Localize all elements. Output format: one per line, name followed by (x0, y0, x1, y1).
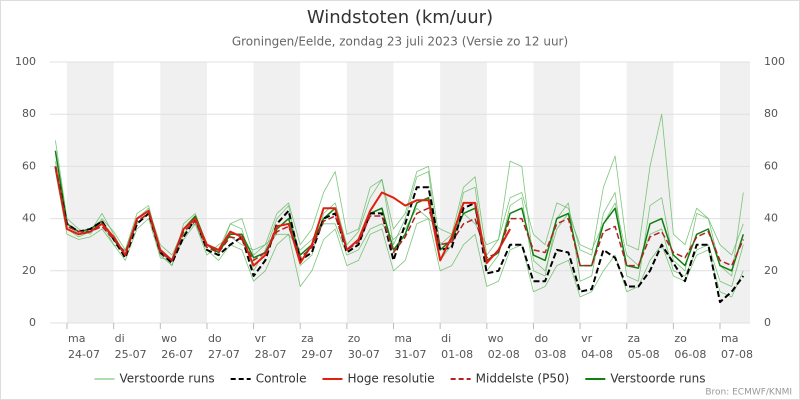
x-tick-label: za 29-07 (301, 332, 334, 361)
y2-tick-label: 100 (764, 55, 785, 68)
line (55, 140, 744, 282)
legend-label: Verstoorde runs (120, 372, 215, 386)
chart-subtitle: Groningen/Eelde, zondag 23 juli 2023 (Ve… (232, 35, 568, 49)
line (54, 166, 511, 267)
day-shade (626, 62, 674, 323)
line (54, 166, 744, 267)
legend-label: Middelste (P50) (476, 372, 570, 386)
legend-item: Hoge resolutie (322, 372, 435, 386)
y2-tick-label: 20 (764, 264, 778, 277)
x-tick-label: vr 28-07 (254, 332, 287, 361)
day-shade (346, 62, 394, 323)
y-tick-label: 20 (22, 264, 36, 277)
legend-label: Verstoorde runs (610, 372, 705, 386)
legend-label: Hoge resolutie (347, 372, 434, 386)
background (67, 62, 750, 323)
y-tick-label: 80 (22, 107, 36, 120)
chart-title: Windstoten (km/uur) (307, 7, 493, 28)
x-tick-label: wo 02-08 (487, 332, 520, 361)
y-tick-label: 0 (29, 316, 36, 329)
x-tick-label: wo 26-07 (161, 332, 194, 361)
y-tick-label: 40 (22, 212, 36, 225)
line (55, 171, 744, 298)
x-tick-label: ma 31-07 (394, 332, 427, 361)
day-shade (160, 62, 207, 323)
line (54, 166, 745, 304)
x-tick-label: zo 30-07 (347, 332, 380, 361)
legend-item: Verstoorde runs (585, 372, 705, 386)
x-tick-label: do 03-08 (534, 332, 567, 361)
x-tick-label: do 27-07 (207, 332, 240, 361)
day-shade (720, 62, 750, 323)
lines (54, 113, 745, 304)
legend-item: Controle (230, 372, 307, 386)
x-tick-label: di 25-07 (114, 332, 147, 361)
x-tick-label: di 01-08 (441, 332, 474, 361)
y-tick-label: 60 (22, 159, 36, 172)
legend: Verstoorde runs Controle Hoge resolutie Mid… (94, 372, 705, 386)
day-shade (253, 62, 301, 323)
y2-tick-label: 0 (764, 316, 771, 329)
x-tick-label: ma 24-07 (68, 332, 100, 361)
y-tick-label: 100 (15, 55, 36, 68)
day-shade (67, 62, 114, 323)
x-tick-label: zo 06-08 (674, 332, 707, 361)
legend-item: Verstoorde runs (94, 372, 215, 386)
legend-label: Controle (256, 372, 307, 386)
x-tick-label: za 05-08 (627, 332, 660, 361)
source: Bron: ECMWF/KNMI (705, 388, 792, 398)
grid: 0 0 20 20 40 40 60 60 80 80 100 100 (15, 55, 785, 329)
day-shade (533, 62, 581, 323)
y2-tick-label: 60 (764, 159, 778, 172)
legend-item: Middelste (P50) (450, 372, 570, 386)
y2-tick-label: 40 (764, 212, 778, 225)
line (55, 160, 744, 287)
x-tick-label: ma 07-08 (721, 332, 753, 361)
x-tick-label: vr 04-08 (581, 332, 614, 361)
y2-tick-label: 80 (764, 107, 778, 120)
